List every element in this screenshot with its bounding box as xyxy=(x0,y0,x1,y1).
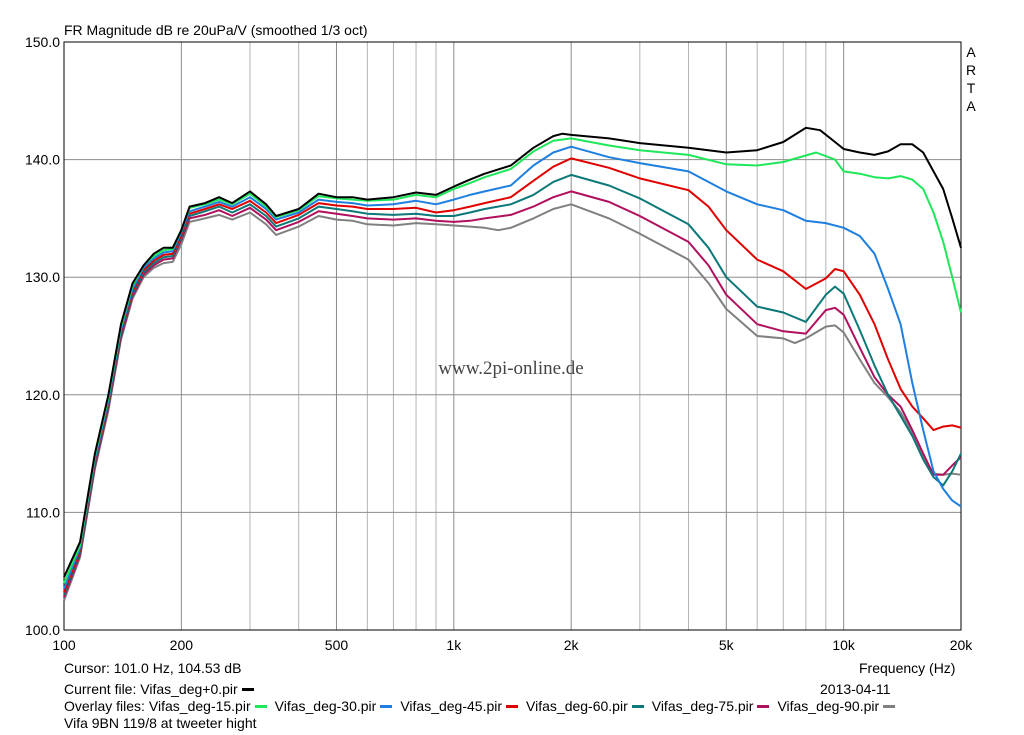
x-tick-label: 100 xyxy=(52,637,76,653)
x-tick-label: 2k xyxy=(564,637,580,653)
grid-lines xyxy=(64,42,961,630)
overlay-file-name: Vifas_deg-60.pir xyxy=(526,698,628,714)
x-axis-label: Frequency (Hz) xyxy=(859,660,956,676)
overlay-files-row: Overlay files: Vifas_deg-15.pir Vifas_deg… xyxy=(64,698,903,714)
date-label: 2013-04-11 xyxy=(820,681,891,697)
overlay-file-name: Vifas_deg-30.pir xyxy=(274,698,377,714)
x-tick-label: 10k xyxy=(832,637,856,653)
arta-label: ARTA xyxy=(965,44,977,114)
overlay-color-swatch xyxy=(757,704,770,708)
current-file-row: Current file: Vifas_deg+0.pir xyxy=(64,681,258,697)
overlay-legend-item: Vifas_deg-60.pir xyxy=(526,698,648,714)
note-label: Vifa 9BN 119/8 at tweeter hight xyxy=(64,715,257,731)
y-tick-label: 130.0 xyxy=(25,269,60,285)
y-tick-label: 150.0 xyxy=(25,34,60,50)
overlay-color-swatch xyxy=(631,704,644,708)
overlay-legend-item: Vifas_deg-75.pir xyxy=(652,698,774,714)
watermark: www.2pi-online.de xyxy=(438,358,583,379)
overlay-label: Overlay files: xyxy=(64,698,145,714)
x-tick-label: 200 xyxy=(170,637,194,653)
overlay-color-swatch xyxy=(506,704,519,708)
y-tick-label: 140.0 xyxy=(25,152,60,168)
series-line-Vifas_deg-75.pir xyxy=(63,190,962,598)
y-tick-label: 120.0 xyxy=(25,387,60,403)
overlay-file-name: Vifas_deg-45.pir xyxy=(400,698,503,714)
chart-title: FR Magnitude dB re 20uPa/V (smoothed 1/3… xyxy=(64,22,368,38)
series-line-Vifas_deg-15.pir xyxy=(63,137,962,584)
x-tick-label: 500 xyxy=(325,637,349,653)
x-tick-label: 20k xyxy=(950,637,974,653)
overlay-file-name: Vifas_deg-90.pir xyxy=(777,698,880,714)
y-tick-label: 100.0 xyxy=(25,622,60,638)
overlay-legend-item: Vifas_deg-15.pir xyxy=(149,698,271,714)
current-file-swatch xyxy=(241,687,254,691)
series-layer xyxy=(63,126,962,601)
cursor-readout: Cursor: 101.0 Hz, 104.53 dB xyxy=(64,660,242,676)
overlay-color-swatch xyxy=(380,704,393,708)
series-line-Vifas_deg-45.pir xyxy=(63,157,962,593)
x-tick-labels: 100 200 500 1k 2k 5k 10k 20k xyxy=(52,637,973,653)
y-tick-label: 110.0 xyxy=(26,504,60,520)
x-tick-label: 1k xyxy=(446,637,462,653)
overlay-color-swatch xyxy=(883,704,896,708)
overlay-file-name: Vifas_deg-75.pir xyxy=(651,698,754,714)
current-file-label: Current file: Vifas_deg+0.pir xyxy=(64,681,238,697)
overlay-legend-item: Vifas_deg-45.pir xyxy=(400,698,522,714)
series-line-Vifas_deg+0.pir xyxy=(63,126,962,578)
overlay-color-swatch xyxy=(254,704,267,708)
plot-frame xyxy=(63,41,962,631)
series-line-Vifas_deg-90.pir xyxy=(63,203,962,601)
overlay-legend-item: Vifas_deg-90.pir xyxy=(777,698,899,714)
series-line-Vifas_deg-30.pir xyxy=(63,145,962,590)
x-tick-label: 5k xyxy=(719,637,735,653)
overlay-file-name: Vifas_deg-15.pir xyxy=(148,698,251,714)
y-tick-labels: 100.0 110.0 120.0 130.0 140.0 150.0 xyxy=(25,34,60,638)
overlay-legend-item: Vifas_deg-30.pir xyxy=(275,698,397,714)
series-line-Vifas_deg-60.pir xyxy=(63,173,962,596)
